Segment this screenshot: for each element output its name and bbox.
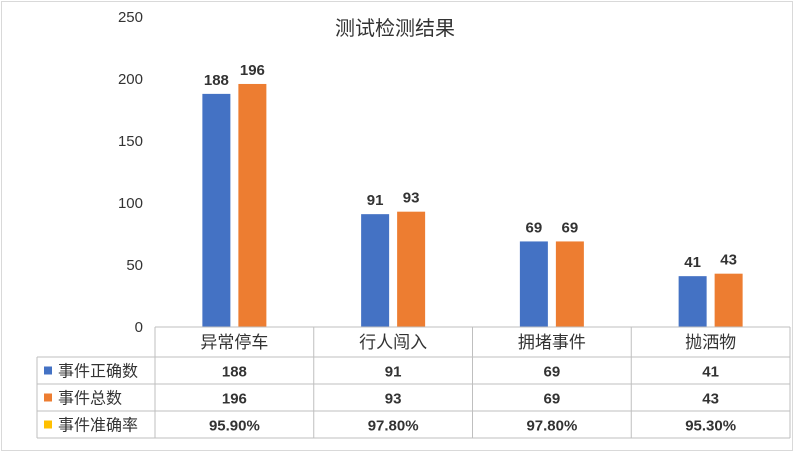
bar-data-label: 41 — [684, 254, 701, 271]
bar-total — [555, 241, 584, 327]
bar-correct — [361, 214, 390, 327]
table-cell: 95.30% — [685, 418, 736, 435]
bar-data-label: 196 — [240, 62, 265, 79]
table-cell: 188 — [222, 364, 247, 381]
bar-data-label: 43 — [720, 252, 737, 269]
category-label: 行人闯入 — [359, 333, 427, 353]
table-cell: 97.80% — [368, 418, 419, 435]
category-label: 拥堵事件 — [518, 333, 586, 353]
bar-data-label: 93 — [403, 190, 420, 207]
table-cell: 41 — [702, 364, 719, 381]
bar-total — [397, 211, 426, 327]
table-cell: 91 — [385, 364, 402, 381]
table-cell: 69 — [544, 391, 561, 408]
bar-correct — [519, 241, 548, 327]
legend-label: 事件总数 — [58, 389, 122, 408]
legend-swatch — [44, 393, 52, 402]
category-label: 抛洒物 — [685, 333, 736, 353]
y-tick-label: 100 — [118, 195, 143, 212]
category-label: 异常停车 — [200, 333, 268, 353]
table-cell: 69 — [544, 364, 561, 381]
bar-correct — [202, 93, 231, 327]
y-tick-label: 200 — [118, 71, 143, 88]
y-tick-label: 50 — [126, 257, 143, 274]
legend-label: 事件准确率 — [58, 416, 138, 435]
bar-correct — [678, 276, 707, 327]
bar-data-label: 69 — [526, 219, 543, 236]
bar-data-label: 188 — [204, 72, 229, 89]
bar-data-label: 69 — [562, 219, 579, 236]
bar-total — [238, 83, 267, 328]
bar-data-label: 91 — [367, 192, 384, 209]
table-cell: 97.80% — [526, 418, 577, 435]
y-tick-label: 150 — [118, 133, 143, 150]
table-cell: 93 — [385, 391, 402, 408]
legend-swatch — [44, 366, 52, 375]
y-tick-label: 0 — [135, 319, 143, 336]
y-tick-label: 250 — [118, 9, 143, 26]
legend-label: 事件正确数 — [58, 362, 138, 381]
chart-title: 测试检测结果 — [335, 16, 455, 40]
legend-swatch — [44, 420, 52, 429]
table-cell: 196 — [222, 391, 247, 408]
table-cell: 95.90% — [209, 418, 260, 435]
bar-total — [714, 273, 743, 327]
table-cell: 43 — [702, 391, 719, 408]
